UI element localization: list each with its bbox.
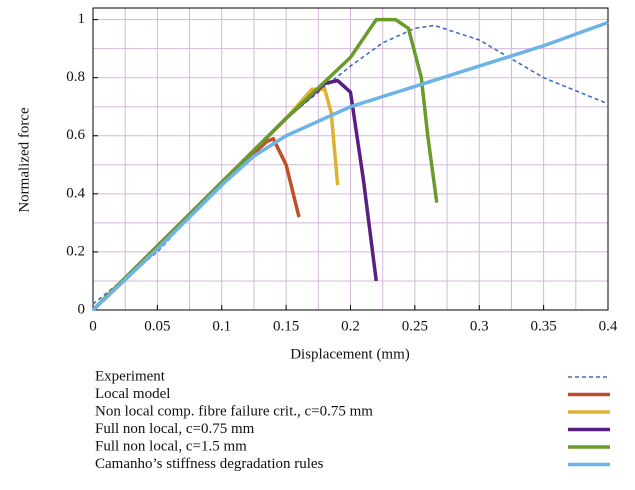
legend-label: Camanho’s stiffness degradation rules	[95, 456, 324, 472]
legend-label: Non local comp. fibre failure crit., c=0…	[95, 403, 373, 419]
x-tick-label: 0.05	[144, 318, 170, 334]
legend-label: Full non local, c=1.5 mm	[95, 438, 247, 454]
x-tick-label: 0.15	[273, 318, 299, 334]
x-tick-label: 0.1	[212, 318, 231, 334]
y-tick-label: 1	[78, 11, 86, 27]
plot-frame	[92, 7, 609, 311]
y-tick-label: 0.2	[66, 243, 85, 259]
legend-label: Full non local, c=0.75 mm	[95, 421, 255, 437]
series-line	[92, 24, 609, 305]
y-tick-label: 0.8	[66, 69, 85, 85]
y-tick-label: 0.6	[66, 127, 85, 143]
y-axis-label: Normalized force	[16, 107, 32, 213]
y-tick-label: 0	[78, 301, 86, 317]
series-line	[91, 17, 439, 312]
x-tick-label: 0.3	[470, 318, 489, 334]
x-tick-label: 0.25	[402, 318, 428, 334]
y-tick-label: 0.4	[66, 185, 85, 201]
legend-label: Local model	[95, 386, 170, 402]
x-tick-label: 0	[89, 318, 97, 334]
legend-label: Experiment	[95, 368, 166, 384]
x-tick-label: 0.35	[531, 318, 557, 334]
series-line	[91, 20, 609, 312]
x-tick-label: 0.2	[341, 318, 360, 334]
x-axis-label: Displacement (mm)	[290, 346, 410, 362]
x-tick-label: 0.4	[599, 318, 618, 334]
